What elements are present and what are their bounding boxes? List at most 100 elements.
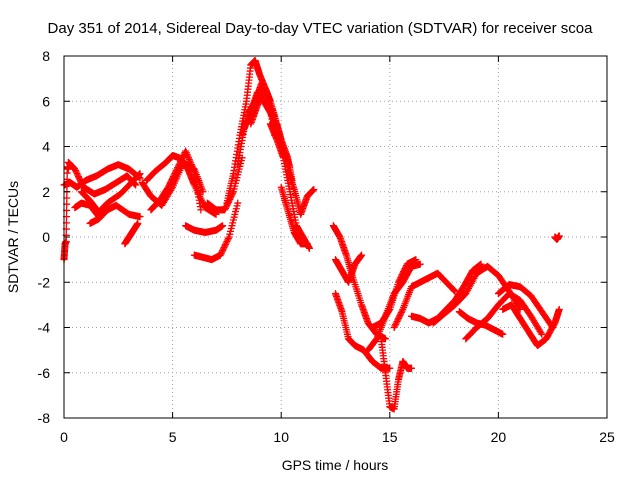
data-point [396, 311, 404, 319]
data-point [221, 241, 229, 249]
series-descent-B [277, 183, 311, 248]
data-point [234, 199, 242, 207]
data-point [220, 244, 228, 252]
data-point [216, 251, 224, 259]
data-point [76, 176, 84, 184]
data-point [398, 307, 406, 315]
x-axis-label: GPS time / hours [282, 457, 389, 473]
series-late-arc-C [455, 308, 507, 338]
series-early-arc-B [64, 158, 140, 198]
series-mid-arc-F [203, 154, 246, 214]
data-point [397, 310, 405, 318]
x-tick-label: 10 [273, 429, 289, 445]
series-mid-arc-D [182, 222, 227, 236]
data-point [397, 308, 405, 316]
y-tick-labels: -8 -6 -4 -2 0 2 4 6 8 [38, 48, 51, 426]
data-point [219, 222, 227, 230]
data-point [71, 165, 79, 173]
data-point [221, 204, 229, 212]
data-point [174, 162, 182, 170]
data-point [74, 173, 82, 181]
series-late-arc-D [494, 281, 557, 331]
data-point [77, 179, 85, 187]
data-point [95, 213, 103, 221]
series-end-point [551, 232, 563, 243]
data-point [63, 182, 71, 190]
x-tick-labels: 0 5 10 15 20 25 [60, 429, 615, 445]
data-point [537, 329, 545, 337]
data-point [72, 167, 80, 175]
data-point [217, 250, 225, 258]
data-point [171, 170, 179, 178]
data-point [555, 232, 563, 240]
data-point [164, 183, 172, 191]
series-mid-arc-E [190, 199, 242, 264]
series-low-arc-C [332, 290, 394, 372]
data-point [136, 170, 144, 178]
y-tick-label: -4 [38, 320, 51, 336]
data-point [134, 219, 142, 227]
data-point [450, 286, 458, 294]
data-point [166, 180, 174, 188]
data-point [391, 322, 399, 330]
series-early-arc-E [71, 199, 103, 221]
data-point [168, 176, 176, 184]
y-tick-label: 4 [42, 139, 50, 155]
data-point [199, 188, 207, 196]
y-tick-label: -8 [38, 410, 51, 426]
data-point [219, 245, 227, 253]
data-point [223, 238, 231, 246]
series-late-arc-B [462, 290, 546, 343]
data-point [395, 313, 403, 321]
data-point [175, 161, 183, 169]
data-point [169, 173, 177, 181]
y-tick-label: -6 [38, 365, 51, 381]
series-descent-C [284, 165, 318, 218]
series-small-arc-1 [121, 219, 142, 248]
data-point [64, 165, 72, 173]
data-point [170, 171, 178, 179]
data-point [408, 364, 416, 372]
data-point [173, 165, 181, 173]
series-mid-arc-C [147, 147, 205, 214]
data-point [221, 242, 229, 250]
x-tick-label: 5 [169, 429, 177, 445]
data-point [219, 247, 227, 255]
data-point [177, 156, 185, 164]
data-point [176, 159, 184, 167]
data-point [197, 206, 205, 214]
data-point [222, 203, 230, 211]
series-low-arc-B [332, 251, 366, 286]
data-point [174, 164, 182, 172]
data-point [450, 287, 458, 295]
y-tick-label: 8 [42, 48, 50, 64]
data-point [310, 185, 318, 193]
y-tick-label: 2 [42, 184, 50, 200]
y-tick-label: 0 [42, 229, 50, 245]
x-tick-label: 0 [60, 429, 68, 445]
x-tick-label: 25 [599, 429, 615, 445]
data-point [169, 174, 177, 182]
series-late-arc-E [499, 301, 563, 350]
series-trough-A [377, 335, 416, 413]
data-point [477, 260, 485, 268]
data-point [555, 305, 563, 313]
series-first-points [60, 163, 72, 264]
data-point [394, 314, 402, 322]
y-tick-label: 6 [42, 93, 50, 109]
data-point [416, 260, 424, 268]
data-marks [60, 57, 563, 413]
data-point [166, 179, 174, 187]
data-point [392, 320, 400, 328]
data-point [538, 330, 546, 338]
data-point [74, 171, 82, 179]
data-point [72, 168, 80, 176]
series-recovery-A [390, 269, 459, 331]
data-point [94, 212, 102, 220]
data-point [172, 167, 180, 175]
data-point [77, 177, 85, 185]
data-point [73, 170, 81, 178]
data-point [222, 239, 230, 247]
data-point [136, 213, 144, 221]
